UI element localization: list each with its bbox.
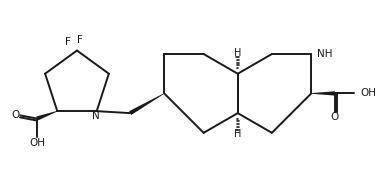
Text: O: O: [331, 112, 339, 122]
Polygon shape: [36, 111, 58, 121]
Text: NH: NH: [317, 49, 332, 59]
Text: OH: OH: [29, 138, 45, 148]
Text: F: F: [77, 35, 83, 45]
Text: OH: OH: [361, 88, 376, 99]
Polygon shape: [311, 91, 335, 96]
Text: N: N: [92, 111, 100, 121]
Text: O: O: [11, 110, 19, 120]
Text: F: F: [65, 37, 71, 47]
Text: H: H: [234, 48, 242, 58]
Polygon shape: [129, 93, 164, 115]
Text: H: H: [234, 129, 242, 139]
